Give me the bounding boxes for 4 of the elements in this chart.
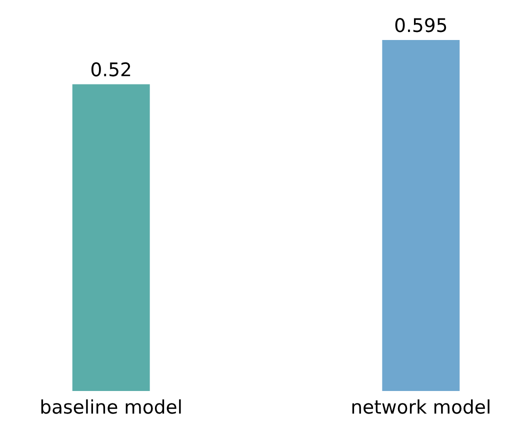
data-label: 0.595 (395, 18, 446, 32)
x-tick-label: network model (352, 399, 490, 414)
data-label: 0.52 (91, 62, 130, 76)
x-tick-label: baseline model (41, 399, 181, 414)
